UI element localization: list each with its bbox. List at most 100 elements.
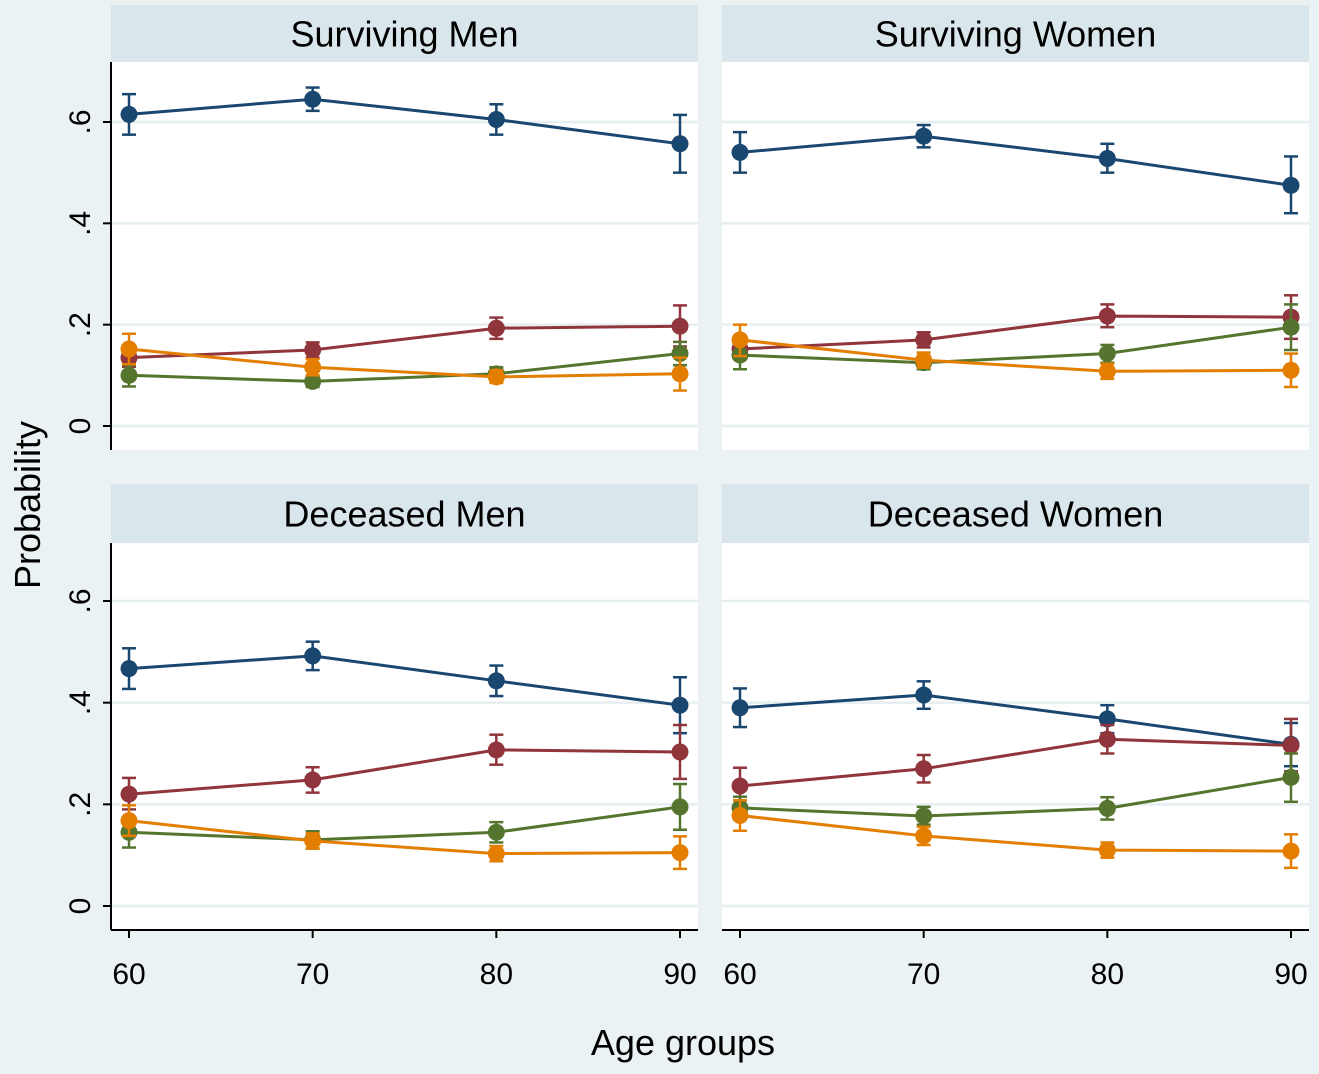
y-tick-label: .6 [64,109,97,134]
data-point [487,845,505,863]
data-point [915,827,933,845]
plot-area [722,543,1309,930]
series-1 [120,86,689,174]
series-line [128,654,681,707]
series-1 [120,640,689,735]
data-point [1098,362,1116,380]
data-point [915,686,933,704]
data-point [731,777,749,795]
data-point [304,90,322,108]
data-point [304,647,322,665]
data-point [1282,176,1300,194]
series-line [739,325,1292,365]
data-point [304,372,322,390]
data-point [1098,841,1116,859]
series-4 [731,799,1300,870]
data-point [1282,842,1300,860]
data-point [487,823,505,841]
series-2 [120,723,689,811]
x-tick-label: 90 [1274,958,1307,991]
data-point [1098,710,1116,728]
y-tick-label: .2 [64,312,97,337]
data-point [487,741,505,759]
series-4 [120,332,689,392]
series-1 [731,123,1300,215]
data-point [731,699,749,717]
series-line [739,338,1292,373]
y-tick-label: .4 [64,690,97,715]
data-point [671,135,689,153]
panel-surviving-women: Surviving Women [722,5,1309,450]
series-line [128,97,681,146]
data-point [1282,768,1300,786]
x-tick-label: 60 [112,958,145,991]
plot-area [111,62,698,450]
data-point [1282,318,1300,336]
data-point [671,696,689,714]
data-point [731,143,749,161]
data-point [1098,149,1116,167]
series-line [128,324,681,360]
series-line [128,819,681,856]
series-line [128,805,681,842]
series-line [739,134,1292,187]
data-point [487,368,505,386]
data-point [120,785,138,803]
panel-title: Surviving Women [875,14,1156,55]
panel-strip [111,484,698,543]
data-point [915,807,933,825]
data-point [671,844,689,862]
x-tick-label: 60 [723,958,756,991]
panel-strip [722,5,1309,62]
data-point [120,660,138,678]
data-point [915,331,933,349]
panel-strip [722,484,1309,543]
series-line [128,352,681,383]
plot-area [111,543,698,930]
series-line [739,314,1292,351]
data-point [120,105,138,123]
data-point [120,812,138,830]
y-tick-label: .4 [64,211,97,236]
series-line [739,693,1292,746]
data-point [120,366,138,384]
series-line [128,347,681,379]
x-tick-label: 70 [296,958,329,991]
series-line [739,775,1292,818]
plot-area [722,62,1309,450]
data-point [671,365,689,383]
x-tick-label: 80 [1091,958,1124,991]
series-line [739,814,1292,853]
x-tick-label: 80 [480,958,513,991]
data-point [304,832,322,850]
y-axis-title: Probability [7,421,48,589]
data-point [487,110,505,128]
data-point [120,340,138,358]
series-4 [731,323,1300,389]
x-axis-title: Age groups [591,1022,775,1063]
y-tick-label: .6 [64,588,97,613]
data-point [1282,361,1300,379]
data-point [1098,730,1116,748]
x-tick-label: 90 [663,958,696,991]
panel-deceased-men: Deceased Men 0 .2 .4 .6 60 70 80 90 [64,484,698,991]
data-point [671,798,689,816]
panel-title: Deceased Women [868,494,1164,535]
data-point [671,317,689,335]
data-point [304,358,322,376]
data-point [487,672,505,690]
panel-deceased-women: Deceased Women 60 70 80 90 [722,484,1309,991]
data-point [915,127,933,145]
data-point [487,319,505,337]
y-tick-label: .2 [64,792,97,817]
data-point [671,743,689,761]
data-point [731,331,749,349]
series-4 [120,804,689,871]
data-point [915,351,933,369]
data-point [304,341,322,359]
y-tick-label: 0 [64,418,97,435]
panel-surviving-men: Surviving Men 0 .2 .4 .6 [64,5,698,450]
data-point [915,760,933,778]
data-point [1098,799,1116,817]
